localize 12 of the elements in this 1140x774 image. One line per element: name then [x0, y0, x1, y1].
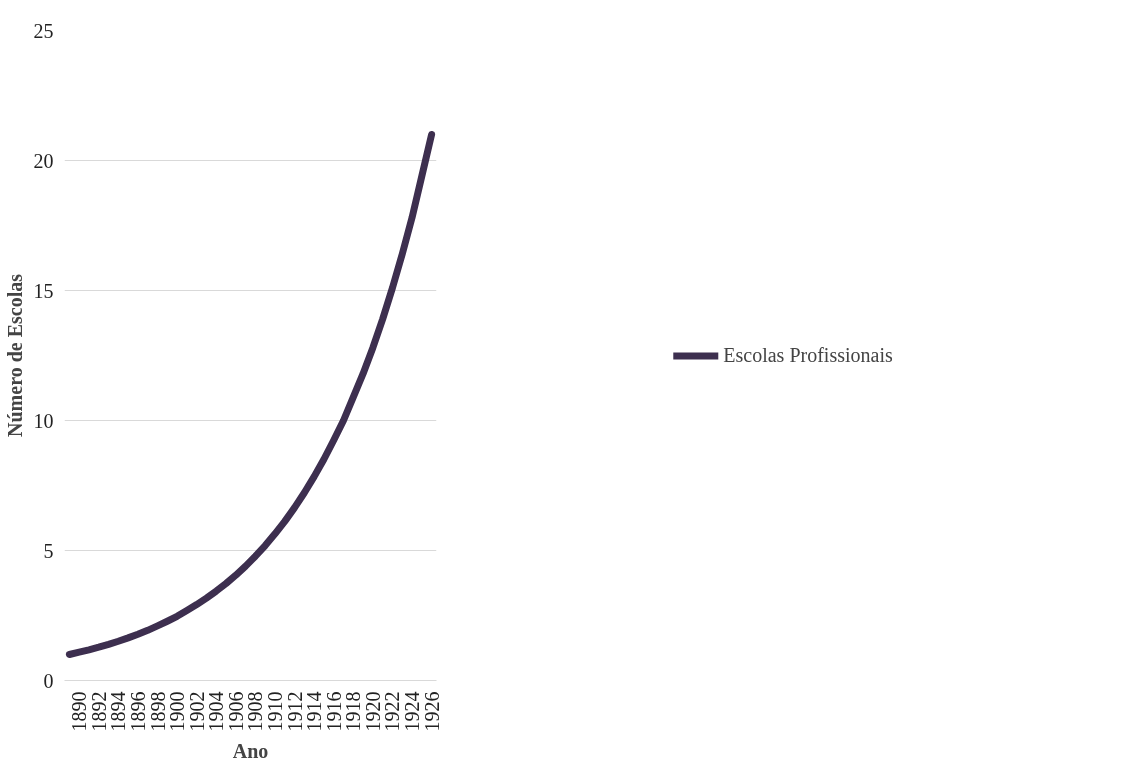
x-tick-label: 1912 — [283, 691, 306, 732]
y-axis-title: Número de Escolas — [3, 273, 26, 437]
y-tick-label: 0 — [43, 669, 54, 692]
y-tick-label: 20 — [33, 149, 54, 172]
legend-label: Escolas Profissionais — [723, 343, 893, 367]
y-tick-label: 25 — [33, 19, 54, 42]
x-tick-label: 1922 — [381, 691, 404, 732]
y-tick-label: 5 — [43, 539, 54, 562]
y-tick-label: 15 — [33, 279, 54, 302]
x-tick-label: 1898 — [146, 691, 169, 732]
x-axis-title: Ano — [232, 739, 269, 762]
y-tick-label: 10 — [33, 409, 54, 432]
